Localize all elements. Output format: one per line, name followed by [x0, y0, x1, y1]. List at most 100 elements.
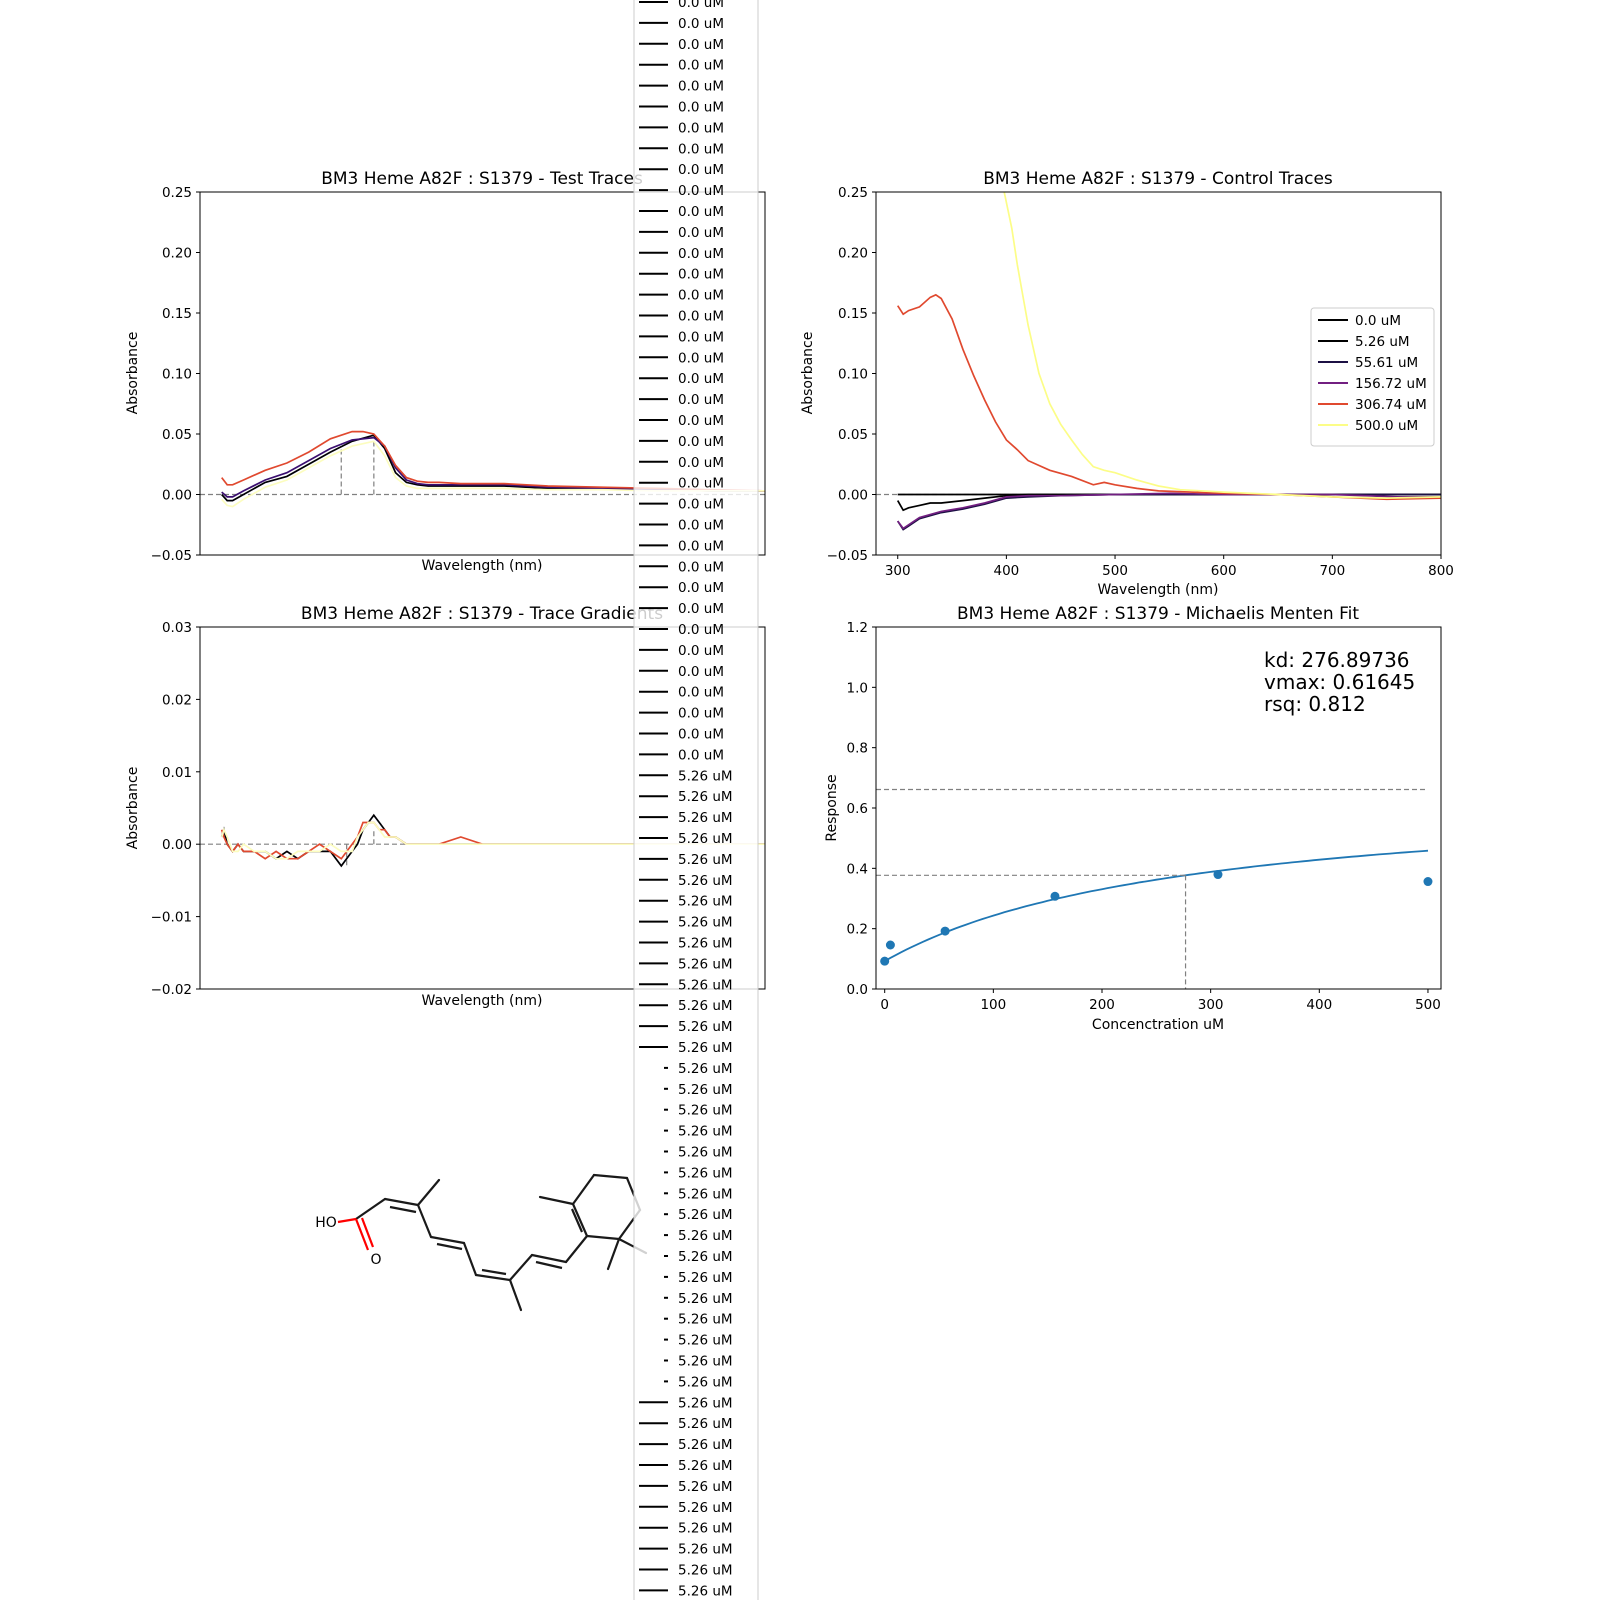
axes-frame — [199, 626, 766, 990]
y-tick-label: 0.01 — [162, 765, 192, 781]
overflow-legend-label: 0.0 uM — [678, 204, 724, 220]
bond — [571, 1173, 596, 1206]
overflow-legend-label: 5.26 uM — [678, 1061, 733, 1077]
overflow-legend-label: 0.0 uM — [678, 225, 724, 241]
y-tick-label: 0.00 — [838, 488, 868, 504]
overflow-legend-label: 5.26 uM — [678, 977, 733, 993]
chart-test: 0.25 0.20 0.15 0.10 0.05 0.00 −0.05 BM3 Heme A8… — [125, 169, 766, 574]
overflow-legend-label: 0.0 uM — [678, 0, 724, 11]
legend: 0.0 uM 5.26 uM 55.61 uM 156.72 uM 306.74 uM 5… — [1310, 307, 1435, 447]
x-tick-label: 800 — [1428, 563, 1454, 579]
plot-area — [200, 813, 765, 868]
y-tick-label: −0.05 — [827, 548, 868, 564]
overflow-legend-label: 5.26 uM — [678, 1019, 733, 1035]
bond — [564, 1234, 589, 1264]
overflow-legend-label: 5.26 uM — [678, 1583, 733, 1599]
x-axis-label: Concenctration uM — [1092, 1017, 1224, 1033]
overflow-legend: 0.0 uM 0.0 uM 0.0 uM 0.0 uM 0.0 uM 0.0 uM 0.0 … — [633, 0, 759, 1600]
chart-mm: 1.2 1.0 0.8 0.6 0.4 0.2 0.0 0 100 200 300 400 500 BM3… — [824, 604, 1442, 1033]
overflow-legend-label: 5.26 uM — [678, 768, 733, 784]
x-tick-label: 600 — [1211, 563, 1237, 579]
chart-title: BM3 Heme A82F : S1379 - Test Traces — [321, 169, 643, 189]
y-tick-label: 1.0 — [847, 680, 868, 696]
overflow-legend-label: 5.26 uM — [678, 1437, 733, 1453]
overflow-legend-label: 5.26 uM — [678, 1186, 733, 1202]
overflow-legend-label: 0.0 uM — [678, 643, 724, 659]
legend-label: 306.74 uM — [1355, 397, 1427, 413]
y-tick-label: 0.00 — [162, 488, 192, 504]
overflow-legend-label: 0.0 uM — [678, 16, 724, 32]
y-axis-label: Response — [824, 774, 840, 841]
overflow-legend-label: 5.26 uM — [678, 1082, 733, 1098]
overflow-legend-label: 0.0 uM — [678, 58, 724, 74]
x-tick-label: 200 — [1089, 997, 1115, 1013]
x-tick-label: 300 — [1198, 997, 1224, 1013]
chart-gradient: 0.03 0.02 0.01 0.00 −0.01 −0.02 BM3 Heme A82F … — [125, 604, 766, 1009]
data-point — [885, 940, 895, 950]
data-point — [940, 926, 950, 936]
legend-label: 0.0 uM — [1355, 313, 1401, 329]
overflow-legend-label: 5.26 uM — [678, 852, 733, 868]
chart-title: BM3 Heme A82F : S1379 - Trace Gradients — [301, 604, 663, 624]
double-bond — [389, 1205, 417, 1214]
data-point — [1050, 891, 1060, 901]
y-tick-label: 1.2 — [847, 620, 868, 636]
y-tick-label: 0.15 — [162, 306, 192, 322]
x-axis-label: Wavelength (nm) — [422, 558, 543, 574]
overflow-legend-label: 0.0 uM — [678, 559, 724, 575]
overflow-legend-box — [633, 0, 759, 1600]
y-tick-label: 0.2 — [847, 922, 868, 938]
y-axis-label: Absorbance — [125, 332, 141, 415]
overflow-legend-label: 5.26 uM — [678, 894, 733, 910]
series-line-0 — [221, 434, 765, 502]
bond — [592, 1173, 629, 1180]
overflow-legend-label: 5.26 uM — [678, 1040, 733, 1056]
overflow-legend-label: 0.0 uM — [678, 309, 724, 325]
overflow-legend-label: 0.0 uM — [678, 580, 724, 596]
atom-label-oxygen: O — [370, 1252, 381, 1268]
overflow-legend-label: 0.0 uM — [678, 685, 724, 701]
bond — [416, 1178, 441, 1207]
legend-label: 156.72 uM — [1355, 376, 1427, 392]
overflow-legend-label: 0.0 uM — [678, 497, 724, 513]
co-bond — [354, 1218, 370, 1251]
y-tick-label: 0.20 — [838, 246, 868, 262]
legend-label: 500.0 uM — [1355, 418, 1418, 434]
y-tick-label: −0.05 — [151, 548, 192, 564]
y-tick-label: 0.0 — [847, 982, 868, 998]
x-axis-label: Wavelength (nm) — [1098, 582, 1219, 598]
overflow-legend-label: 5.26 uM — [678, 1124, 733, 1140]
overflow-legend-label: 5.26 uM — [678, 1103, 733, 1119]
x-tick-label: 500 — [1102, 563, 1128, 579]
y-axis-label: Absorbance — [125, 767, 141, 850]
overflow-legend-label: 5.26 uM — [678, 789, 733, 805]
chart-title: BM3 Heme A82F : S1379 - Control Traces — [983, 169, 1333, 189]
double-bond — [570, 1208, 584, 1233]
x-tick-label: 0 — [880, 997, 889, 1013]
overflow-legend-label: 0.0 uM — [678, 455, 724, 471]
overflow-legend-label: 0.0 uM — [678, 392, 724, 408]
series-line-5 — [1003, 192, 1441, 499]
plot-area — [876, 192, 1441, 531]
fit-annotation: rsq: 0.812 — [1264, 692, 1366, 716]
y-tick-label: 0.15 — [838, 306, 868, 322]
chart-control: 0.25 0.20 0.15 0.10 0.05 0.00 −0.05 300 400 500 60… — [800, 169, 1454, 598]
y-tick-label: 0.03 — [162, 620, 192, 636]
overflow-legend-label: 5.26 uM — [678, 1228, 733, 1244]
bond — [429, 1235, 466, 1245]
overflow-legend-label: 0.0 uM — [678, 267, 724, 283]
y-tick-label: 0.00 — [162, 837, 192, 853]
overflow-legend-label: 0.0 uM — [678, 288, 724, 304]
y-tick-label: 0.20 — [162, 246, 192, 262]
series-line-2 — [220, 821, 765, 860]
bond — [508, 1253, 534, 1282]
chart-title: BM3 Heme A82F : S1379 - Michaelis Menten… — [957, 604, 1359, 624]
bond — [383, 1197, 420, 1207]
overflow-legend-label: 5.26 uM — [678, 956, 733, 972]
overflow-legend-label: 5.26 uM — [678, 810, 733, 826]
x-tick-label: 700 — [1319, 563, 1345, 579]
y-tick-label: 0.8 — [847, 741, 868, 757]
overflow-legend-label: 5.26 uM — [678, 936, 733, 952]
overflow-legend-label: 5.26 uM — [678, 1145, 733, 1161]
series-line-1 — [221, 436, 765, 498]
